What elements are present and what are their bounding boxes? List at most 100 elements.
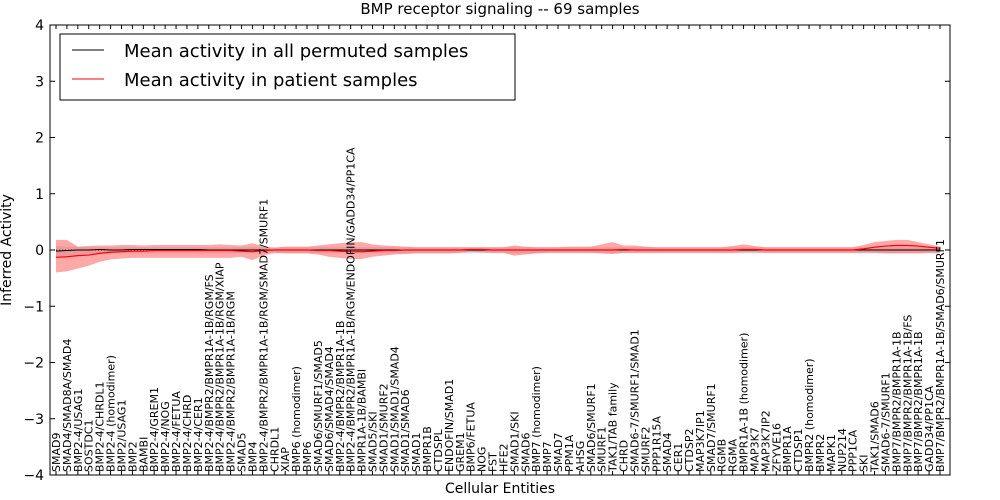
x-tick-label: SMAD6-7/SMURF1/SMAD1: [628, 329, 641, 472]
x-tick-label: SMAD9: [50, 433, 63, 472]
x-tick-label: SMAD6/SMAD4/SMAD4: [323, 346, 336, 472]
x-tick-label: TAK1/SMAD6: [869, 401, 882, 473]
x-tick-label: SMAD4/SMAD8A/SMAD4: [61, 339, 74, 472]
x-tick-label: BMP2-4/CHRDL1: [94, 381, 107, 472]
x-tick-label: MAP3K7IP2: [759, 410, 772, 472]
x-tick-label: BMP2-4/BMPR2/BMPR1A-1B: [334, 321, 347, 472]
x-tick-label: BMP2-4/NOG: [159, 401, 172, 472]
x-tick-label: MAP3K7: [748, 427, 761, 472]
y-tick-label: −4: [23, 468, 44, 484]
x-tick-label: BMP7: [541, 441, 554, 472]
x-tick-label: BMP2-4/GREM1: [148, 387, 161, 472]
y-tick-label: 3: [35, 74, 44, 90]
legend: Mean activity in all permuted samples Me…: [59, 33, 516, 101]
x-tick-label: BMP7/BMPR2/BMPR1A-1B: [912, 331, 925, 472]
category-label-layer: SMAD9SMAD4/SMAD8A/SMAD4BMP2-4/USAG1SOSTD…: [50, 147, 947, 473]
x-tick-label: HFE2: [497, 443, 510, 472]
x-tick-label: SMAD7/SMURF1: [705, 383, 718, 472]
x-tick-label: ENDOFIN/SMAD1: [443, 379, 456, 472]
y-tick-label: −1: [23, 299, 44, 315]
x-tick-label: BMP2-4/BMPR2/BMPR1A-1B/RGM: [225, 291, 238, 472]
x-tick-label: SMAD6: [519, 433, 532, 472]
x-tick-label: AHSG: [574, 441, 587, 472]
x-tick-label: CTDSPL: [432, 429, 445, 472]
x-tick-label: RGMB: [716, 439, 729, 472]
x-tick-label: BMP6/FETUA: [465, 402, 478, 472]
y-tick-label: −3: [23, 412, 44, 428]
x-tick-label: SMAD6/SMURF1: [585, 383, 598, 472]
x-tick-label: BMP2/USAG1: [115, 400, 128, 472]
x-tick-label: NOG: [476, 447, 489, 472]
x-tick-label: BAMBI: [137, 437, 150, 472]
x-tick-label: MAPK1: [825, 434, 838, 472]
x-tick-label: FST: [487, 452, 500, 472]
y-axis-title: Inferred Activity: [0, 194, 15, 306]
x-tick-label: MAP3K7IP1: [694, 410, 707, 472]
x-tick-label: CHRD: [618, 440, 631, 472]
x-tick-label: BMP2-4/CHRD: [181, 395, 194, 472]
legend-label-permuted: Mean activity in all permuted samples: [124, 41, 468, 62]
x-tick-label: BMP4: [246, 441, 259, 472]
chart-title: BMP receptor signaling -- 69 samples: [360, 0, 639, 18]
x-tick-label: CTDSP1: [792, 429, 805, 472]
x-tick-label: RGMA: [727, 438, 740, 472]
y-tick-label: 0: [35, 243, 44, 259]
x-tick-label: BMPR1A-1B/BAMBI: [356, 369, 369, 472]
band-patient: [56, 239, 940, 273]
x-axis-title: Cellular Entities: [445, 481, 555, 497]
legend-label-patient: Mean activity in patient samples: [124, 70, 418, 91]
x-tick-label: BMP2-4/FETUA: [170, 391, 183, 472]
x-tick-label: SMURF1: [596, 427, 609, 473]
x-tick-label: CTDSP2: [683, 429, 696, 472]
axis-layer: −4 −3 −2 −1 0 1 2 3 4: [23, 18, 950, 484]
x-tick-label: PPP1CA: [847, 429, 860, 472]
series-line-patient: [55, 244, 941, 258]
x-tick-label: PPM1A: [563, 434, 576, 472]
x-tick-label: SKI: [858, 455, 871, 472]
x-tick-label: BMP6 (homodimer): [290, 366, 303, 472]
x-tick-label: BMP2-4/BMPR2/BMPR1A-1B/RGM/FS: [203, 274, 216, 472]
x-tick-label: SMAD1/SMURF2: [377, 383, 390, 472]
x-tick-label: GADD34/PP1CA: [923, 385, 936, 472]
x-tick-label: BMP2-4/BMPR2/BMPR1A-1B/RGM/XIAP: [214, 262, 227, 472]
x-tick-label: BMP7/BMPR2/BMPR1A-1B: [890, 331, 903, 472]
x-tick-label: XIAP: [279, 447, 292, 472]
x-tick-label: BMP2: [126, 441, 139, 472]
x-tick-label: SMAD1/SMAD6: [399, 389, 412, 472]
x-tick-label: BMPR1A-1B (homodimer): [738, 333, 751, 472]
series-layer: [55, 244, 941, 258]
x-tick-label: SMAD1: [410, 433, 423, 472]
x-tick-label: ZFYVE16: [770, 423, 783, 472]
legend-box: [59, 33, 516, 101]
x-tick-label: BMPR1A: [781, 426, 794, 472]
x-tick-label: BMP7/BMPR2/BMPR1A-1B/FS: [901, 315, 914, 472]
x-tick-label: SMAD6-7/SMURF1: [879, 372, 892, 472]
x-tick-label: BMP2-4/CER1: [192, 397, 205, 472]
x-tick-label: BMP6: [301, 441, 314, 472]
x-tick-label: BMP7 (homodimer): [530, 366, 543, 472]
x-tick-label: TAK1/TAB family: [607, 382, 620, 473]
x-tick-label: CER1: [672, 443, 685, 472]
x-tick-label: BMP2-4/USAG1: [72, 389, 85, 472]
x-tick-label: BMP2-4/BMPR2/BMPR1A-1B/RGM/SMAD7/SMURF1: [257, 199, 270, 472]
y-tick-label: 1: [35, 187, 44, 203]
plot-frame: [49, 24, 951, 476]
x-tick-label: SMURF2: [639, 426, 652, 472]
x-tick-label: BMPR2: [814, 434, 827, 472]
y-tick-label: −2: [23, 356, 44, 372]
y-tick-label: 4: [35, 18, 44, 34]
x-tick-label: SOSTDC1: [83, 419, 96, 472]
x-tick-label: SMAD5/SKI: [366, 411, 379, 472]
x-tick-label: BMPR1B: [421, 426, 434, 472]
x-tick-label: SMAD6/SMURF1/SMAD5: [312, 340, 325, 472]
x-tick-label: SMAD5: [236, 433, 249, 472]
x-tick-label: BMPR2 (homodimer): [803, 358, 816, 472]
x-tick-label: BMP7/BMPR2/BMPR1A-1B/SMAD6/SMURF1: [934, 239, 947, 472]
x-tick-label: PPP1R15A: [650, 415, 663, 472]
x-tick-label: SMAD1/SMAD1/SMAD4: [388, 346, 401, 472]
y-tick-label: 2: [35, 131, 44, 147]
x-tick-label: BMP2-4 (homodimer): [105, 355, 118, 472]
x-tick-label: SMAD4: [661, 433, 674, 472]
band-layer: [56, 239, 940, 273]
